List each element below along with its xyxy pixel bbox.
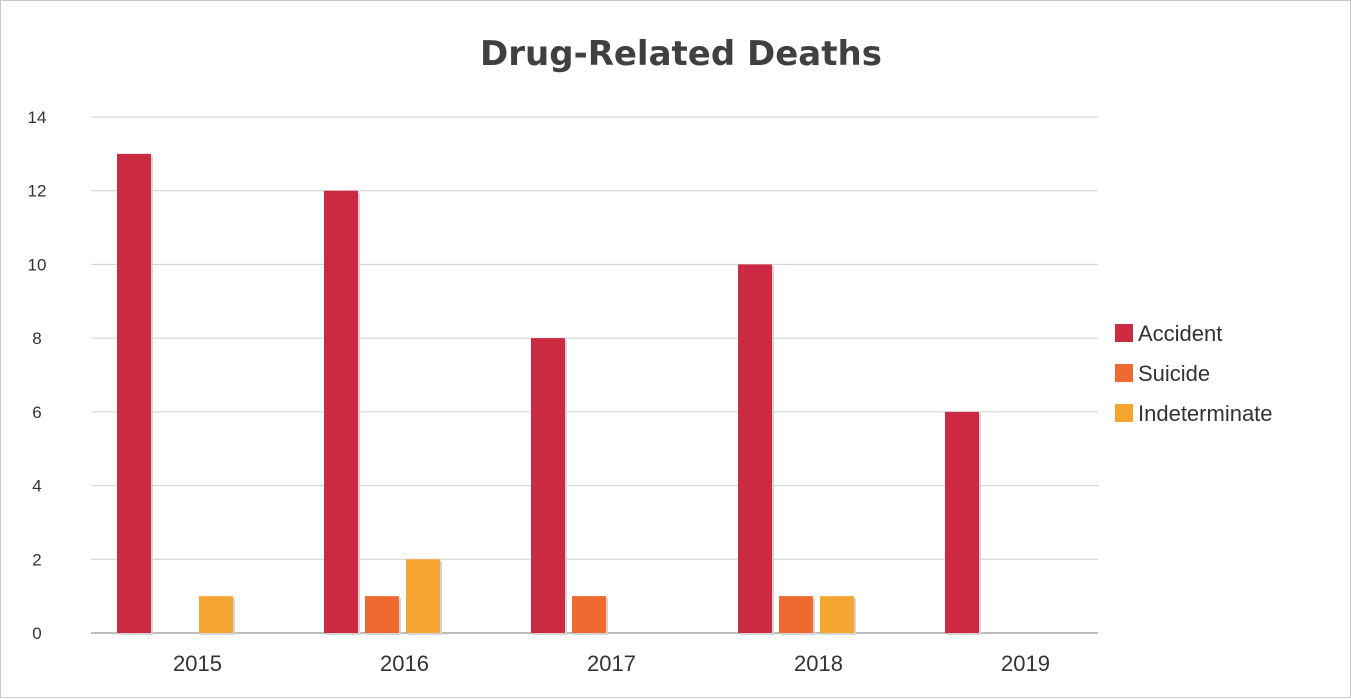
bar-accident-2016 bbox=[324, 190, 358, 633]
gridlines bbox=[91, 116, 1098, 634]
bar-accident-2019 bbox=[945, 411, 979, 633]
bar-accident-2018 bbox=[738, 264, 772, 633]
y-tick-label: 10 bbox=[28, 255, 47, 274]
chart-title: Drug-Related Deaths bbox=[480, 34, 882, 74]
bar-suicide-2016 bbox=[365, 596, 399, 633]
legend-label-accident: Accident bbox=[1138, 321, 1222, 346]
legend: Accident Suicide Indeterminate bbox=[1115, 321, 1273, 426]
bar-indeterminate-2018 bbox=[820, 596, 854, 633]
bar-accident-2015 bbox=[117, 153, 151, 633]
bar-accident-2017 bbox=[531, 338, 565, 633]
y-tick-label: 6 bbox=[32, 403, 41, 422]
bar-suicide-2017 bbox=[572, 596, 606, 633]
legend-swatch-suicide bbox=[1115, 364, 1133, 382]
legend-swatch-accident bbox=[1115, 324, 1133, 342]
y-tick-label: 4 bbox=[32, 477, 41, 496]
x-tick-label: 2018 bbox=[794, 651, 843, 676]
x-tick-label: 2019 bbox=[1001, 651, 1050, 676]
bars bbox=[117, 153, 981, 635]
y-tick-label: 8 bbox=[32, 329, 41, 348]
bar-suicide-2018 bbox=[779, 596, 813, 633]
y-tick-label: 0 bbox=[32, 624, 41, 643]
y-tick-label: 2 bbox=[32, 550, 41, 569]
y-tick-label: 14 bbox=[28, 108, 47, 127]
x-tick-label: 2016 bbox=[380, 651, 429, 676]
legend-label-suicide: Suicide bbox=[1138, 361, 1210, 386]
y-tick-label: 12 bbox=[28, 182, 47, 201]
legend-label-indeterminate: Indeterminate bbox=[1138, 401, 1273, 426]
bar-indeterminate-2015 bbox=[199, 596, 233, 633]
bar-indeterminate-2016 bbox=[406, 559, 440, 633]
legend-swatch-indeterminate bbox=[1115, 404, 1133, 422]
y-axis-ticks: 0 2 4 6 8 10 12 14 bbox=[28, 108, 47, 643]
x-tick-label: 2017 bbox=[587, 651, 636, 676]
x-axis-ticks: 2015 2016 2017 2018 2019 bbox=[173, 651, 1050, 676]
x-tick-label: 2015 bbox=[173, 651, 222, 676]
